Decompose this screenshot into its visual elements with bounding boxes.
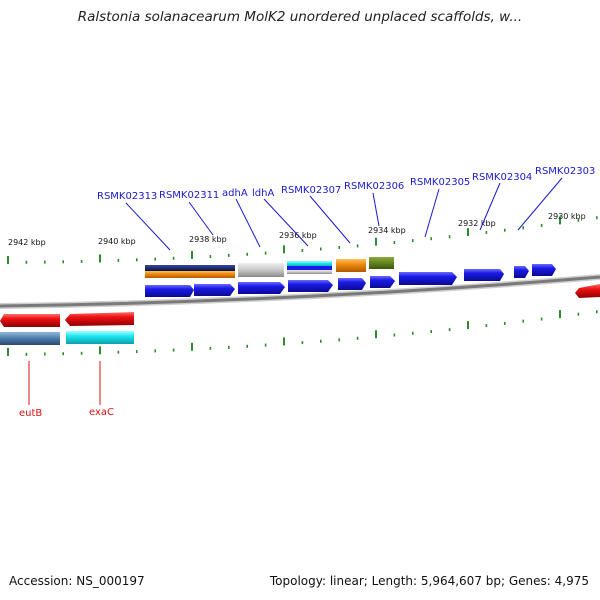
accession-text: Accession: NS_000197 bbox=[9, 574, 145, 588]
gene-feature[interactable] bbox=[287, 270, 332, 274]
scale-ticks-top bbox=[7, 216, 598, 264]
kbp-label: 2942 kbp bbox=[8, 238, 46, 247]
gene-feature[interactable] bbox=[145, 271, 235, 278]
gene-arrow[interactable] bbox=[238, 282, 285, 294]
gene-arrow[interactable] bbox=[65, 312, 134, 326]
gene-arrow[interactable] bbox=[532, 264, 556, 276]
gene-arrow[interactable] bbox=[514, 266, 529, 278]
gene-label[interactable]: eutB bbox=[19, 408, 42, 419]
reverse-genes bbox=[0, 284, 600, 345]
top-label-callouts bbox=[125, 177, 563, 251]
gene-label[interactable]: RSMK02311 bbox=[159, 190, 219, 201]
gene-label[interactable]: adhA bbox=[222, 188, 248, 199]
gene-label[interactable]: ldhA bbox=[252, 188, 274, 199]
gene-feature[interactable] bbox=[0, 332, 60, 345]
gene-label[interactable]: RSMK02303 bbox=[535, 166, 595, 177]
gene-arrow[interactable] bbox=[288, 280, 333, 292]
gene-arrow[interactable] bbox=[399, 272, 457, 285]
sequence-backbone-core bbox=[0, 275, 600, 308]
map-title: Ralstonia solanacearum MolK2 unordered u… bbox=[77, 9, 523, 25]
gene-feature[interactable] bbox=[287, 266, 332, 270]
gene-label[interactable]: RSMK02313 bbox=[97, 191, 157, 202]
kbp-label: 2930 kbp bbox=[548, 212, 586, 221]
feature-track-upper bbox=[145, 257, 394, 278]
gene-arrow[interactable] bbox=[194, 284, 235, 296]
gene-feature[interactable] bbox=[238, 263, 284, 277]
gene-label[interactable]: RSMK02304 bbox=[472, 172, 532, 183]
gene-feature[interactable] bbox=[66, 331, 134, 344]
gene-label[interactable]: RSMK02305 bbox=[410, 177, 470, 188]
gene-feature[interactable] bbox=[369, 257, 394, 269]
gene-feature[interactable] bbox=[287, 261, 332, 267]
kbp-label: 2938 kbp bbox=[189, 235, 227, 244]
kbp-label: 2934 kbp bbox=[368, 226, 406, 235]
kbp-label: 2940 kbp bbox=[98, 237, 136, 246]
gene-arrow[interactable] bbox=[464, 269, 504, 281]
topology-text: Topology: linear; Length: 5,964,607 bp; … bbox=[269, 574, 589, 588]
gene-label[interactable]: RSMK02307 bbox=[281, 185, 341, 196]
gene-feature[interactable] bbox=[336, 259, 366, 272]
scale-ticks-bottom bbox=[7, 310, 598, 356]
gene-arrow[interactable] bbox=[338, 278, 366, 290]
gene-feature[interactable] bbox=[145, 265, 235, 271]
gene-arrow[interactable] bbox=[370, 276, 395, 288]
gene-arrow[interactable] bbox=[145, 285, 194, 297]
forward-genes bbox=[145, 264, 556, 297]
gene-arrow[interactable] bbox=[575, 284, 600, 298]
bottom-label-callouts bbox=[28, 361, 101, 405]
gene-label[interactable]: exaC bbox=[89, 407, 114, 418]
kbp-label: 2932 kbp bbox=[458, 219, 496, 228]
gene-arrow[interactable] bbox=[0, 314, 60, 327]
gene-label[interactable]: RSMK02306 bbox=[344, 181, 404, 192]
